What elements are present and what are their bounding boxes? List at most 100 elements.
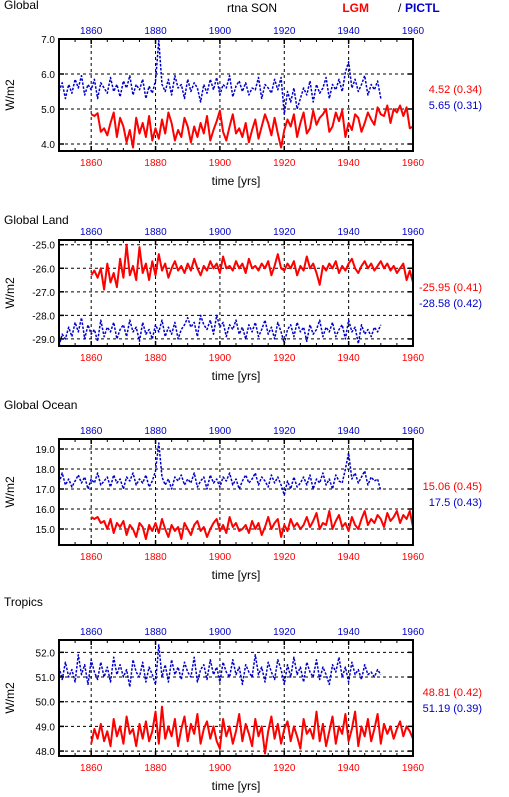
x-tick-label-bottom: 1920 — [273, 763, 296, 774]
y-tick-label: 16.0 — [36, 505, 56, 516]
stat-label-lgm: 48.81 (0.42) — [423, 687, 482, 699]
header-center-title: rtna SON — [227, 1, 277, 15]
series-line-pictl — [58, 644, 382, 688]
x-tick-label-bottom: 1880 — [144, 552, 167, 563]
y-tick-label: 15.0 — [36, 525, 56, 536]
x-tick-label-top: 1920 — [273, 227, 296, 238]
x-tick-label-bottom: 1940 — [338, 552, 361, 563]
x-tick-label-bottom: 1900 — [209, 158, 232, 169]
x-tick-label-top: 1860 — [80, 227, 103, 238]
x-tick-label-top: 1960 — [402, 426, 425, 437]
series-line-pictl — [58, 39, 382, 116]
series-line-pictl — [58, 314, 382, 347]
x-tick-label-bottom: 1860 — [80, 353, 103, 364]
x-axis-label: time [yrs] — [212, 568, 261, 582]
y-tick-label: 52.0 — [36, 648, 56, 659]
y-tick-label: 50.0 — [36, 698, 56, 709]
x-tick-label-bottom: 1940 — [338, 158, 361, 169]
series-line-pictl — [58, 442, 382, 496]
x-tick-label-bottom: 1920 — [273, 552, 296, 563]
x-tick-label-top: 1860 — [80, 26, 103, 37]
y-tick-label: 6.0 — [41, 70, 55, 81]
legend-pictl-label: PICTL — [405, 1, 440, 15]
y-tick-label: 49.0 — [36, 722, 56, 733]
y-tick-label: 5.0 — [41, 105, 55, 116]
panel-title: Tropics — [4, 595, 43, 609]
chart-panel-3: Global Ocean 1860 1860 1880 1880 1900 1900 1920… — [3, 398, 482, 582]
x-tick-label-bottom: 1920 — [273, 158, 296, 169]
stat-label-pictl: 5.65 (0.31) — [429, 100, 482, 112]
y-tick-label: 18.0 — [36, 465, 56, 476]
x-tick-label-bottom: 1880 — [144, 158, 167, 169]
x-tick-label-top: 1920 — [273, 426, 296, 437]
x-tick-label-bottom: 1940 — [338, 353, 361, 364]
y-tick-label: -25.0 — [32, 241, 55, 252]
x-tick-label-bottom: 1960 — [402, 353, 425, 364]
x-axis-label: time [yrs] — [212, 174, 261, 188]
header-left-title: Global — [4, 0, 39, 12]
stat-label-pictl: 51.19 (0.39) — [423, 703, 482, 715]
stat-label-pictl: -28.58 (0.42) — [419, 298, 482, 310]
x-tick-label-top: 1880 — [144, 26, 167, 37]
series-line-lgm — [90, 243, 414, 291]
y-axis-label: W/m2 — [3, 682, 17, 714]
x-tick-label-top: 1940 — [338, 426, 361, 437]
y-tick-label: -28.0 — [32, 311, 55, 322]
x-tick-label-bottom: 1860 — [80, 552, 103, 563]
panels: 1860 1860 1880 1880 1900 1900 1920 1920 1940 1940… — [3, 26, 482, 793]
x-tick-label-top: 1860 — [80, 627, 103, 638]
y-tick-label: 4.0 — [41, 140, 55, 151]
x-tick-label-top: 1960 — [402, 227, 425, 238]
x-tick-label-top: 1960 — [402, 26, 425, 37]
x-tick-label-top: 1900 — [209, 426, 232, 437]
y-axis-label: W/m2 — [3, 476, 17, 508]
chart-panel-4: Tropics 1860 1860 1880 1880 1900 1900 1920 1920 1… — [3, 595, 482, 793]
y-tick-label: 19.0 — [36, 445, 56, 456]
x-tick-label-top: 1900 — [209, 227, 232, 238]
x-tick-label-bottom: 1880 — [144, 353, 167, 364]
x-tick-label-bottom: 1940 — [338, 763, 361, 774]
x-tick-label-bottom: 1920 — [273, 353, 296, 364]
x-tick-label-top: 1940 — [338, 227, 361, 238]
x-tick-label-top: 1920 — [273, 26, 296, 37]
stat-label-pictl: 17.5 (0.43) — [429, 497, 482, 509]
series-line-lgm — [90, 104, 414, 149]
panel-title: Global Land — [4, 213, 69, 227]
panel-title: Global Ocean — [4, 398, 77, 412]
x-tick-label-top: 1880 — [144, 227, 167, 238]
x-tick-label-top: 1940 — [338, 627, 361, 638]
y-tick-label: 48.0 — [36, 747, 56, 758]
chart-panel-2: Global Land 1860 1860 1880 1880 1900 1900 1920 1… — [3, 213, 482, 383]
y-tick-label: -27.0 — [32, 288, 55, 299]
figure-header: Global rtna SON LGM / PICTL — [4, 0, 440, 15]
x-tick-label-bottom: 1900 — [209, 353, 232, 364]
y-tick-label: 17.0 — [36, 485, 56, 496]
x-tick-label-bottom: 1900 — [209, 552, 232, 563]
y-axis-label: W/m2 — [3, 277, 17, 309]
y-tick-label: 7.0 — [41, 35, 55, 46]
stat-label-lgm: 15.06 (0.45) — [423, 481, 482, 493]
x-tick-label-top: 1900 — [209, 627, 232, 638]
x-tick-label-top: 1960 — [402, 627, 425, 638]
series-line-lgm — [90, 705, 414, 755]
x-tick-label-bottom: 1900 — [209, 763, 232, 774]
x-tick-label-bottom: 1960 — [402, 552, 425, 563]
stat-label-lgm: 4.52 (0.34) — [429, 84, 482, 96]
x-tick-label-top: 1900 — [209, 26, 232, 37]
x-axis-label: time [yrs] — [212, 779, 261, 793]
x-tick-label-bottom: 1860 — [80, 158, 103, 169]
x-tick-label-top: 1880 — [144, 426, 167, 437]
x-axis-label: time [yrs] — [212, 369, 261, 383]
legend-lgm-label: LGM — [342, 1, 369, 15]
y-axis-label: W/m2 — [3, 79, 17, 111]
y-tick-label: -29.0 — [32, 335, 55, 346]
y-tick-label: -26.0 — [32, 264, 55, 275]
chart-panel-1: 1860 1860 1880 1880 1900 1900 1920 1920 1940 1940… — [3, 26, 482, 188]
x-tick-label-top: 1880 — [144, 627, 167, 638]
x-tick-label-top: 1920 — [273, 627, 296, 638]
x-tick-label-bottom: 1880 — [144, 763, 167, 774]
legend-separator: / — [398, 1, 402, 15]
x-tick-label-bottom: 1960 — [402, 158, 425, 169]
x-tick-label-bottom: 1960 — [402, 763, 425, 774]
